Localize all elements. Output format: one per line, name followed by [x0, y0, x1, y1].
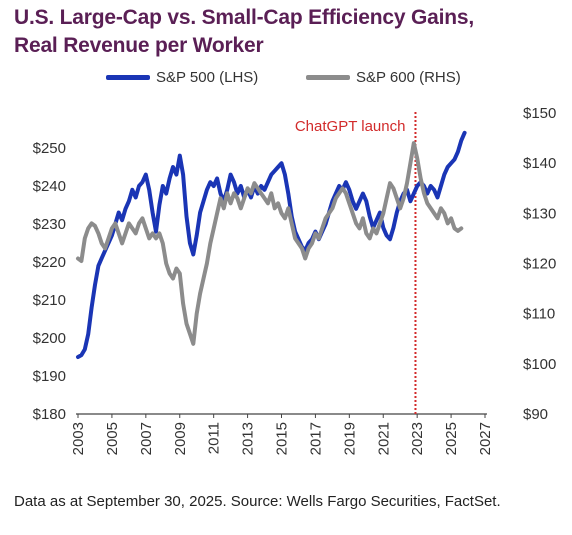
sp500-series-line — [76, 130, 467, 359]
x-tick-label: 2027 — [477, 422, 494, 455]
y-left-tick-label: $210 — [33, 292, 66, 309]
x-tick-label: 2005 — [104, 422, 121, 455]
y-right-tick-label: $130 — [523, 205, 556, 222]
y-right-tick-label: $140 — [523, 155, 556, 172]
y-left-tick-label: $200 — [33, 330, 66, 347]
y-right-tick-label: $100 — [523, 356, 556, 373]
legend-entry-sp500: S&P 500 (LHS) — [106, 69, 258, 86]
legend-swatch-sp500 — [106, 75, 150, 80]
x-tick-label: 2009 — [172, 422, 189, 455]
x-tick-label: 2013 — [240, 422, 257, 455]
sp600-series-line — [76, 141, 464, 346]
source-note: Data as at September 30, 2025. Source: W… — [14, 493, 501, 510]
y-left-tick-label: $250 — [33, 140, 66, 157]
x-tick-label: 2019 — [341, 422, 358, 455]
y-left-tick-label: $220 — [33, 254, 66, 271]
x-tick-label: 2017 — [307, 422, 324, 455]
title-line-2: Real Revenue per Worker — [14, 34, 264, 57]
chatgpt-launch-label: ChatGPT launch — [295, 118, 406, 135]
title-line-1: U.S. Large-Cap vs. Small-Cap Efficiency … — [14, 6, 474, 29]
y-right-tick-label: $150 — [523, 105, 556, 122]
legend: S&P 500 (LHS) S&P 600 (RHS) — [0, 69, 572, 93]
y-left-tick-label: $180 — [33, 406, 66, 423]
y-left-tick-label: $240 — [33, 178, 66, 195]
y-right-tick-label: $110 — [523, 306, 555, 323]
y-right-tick-label: $90 — [523, 406, 548, 423]
x-tick-label: 2003 — [70, 422, 87, 455]
y-left-tick-label: $190 — [33, 368, 66, 385]
legend-entry-sp600: S&P 600 (RHS) — [306, 69, 461, 86]
chart-title: U.S. Large-Cap vs. Small-Cap Efficiency … — [14, 4, 474, 60]
x-tick-label: 2011 — [206, 422, 223, 454]
x-tick-label: 2021 — [375, 422, 392, 455]
x-tick-label: 2025 — [443, 422, 460, 455]
y-right-tick-label: $120 — [523, 256, 556, 273]
x-tick-label: 2007 — [138, 422, 155, 455]
y-left-tick-label: $230 — [33, 216, 66, 233]
legend-label-sp600: S&P 600 (RHS) — [356, 69, 461, 86]
x-tick-label: 2015 — [274, 422, 291, 455]
legend-swatch-sp600 — [306, 75, 350, 80]
legend-label-sp500: S&P 500 (LHS) — [156, 69, 259, 86]
x-tick-label: 2023 — [409, 422, 426, 455]
